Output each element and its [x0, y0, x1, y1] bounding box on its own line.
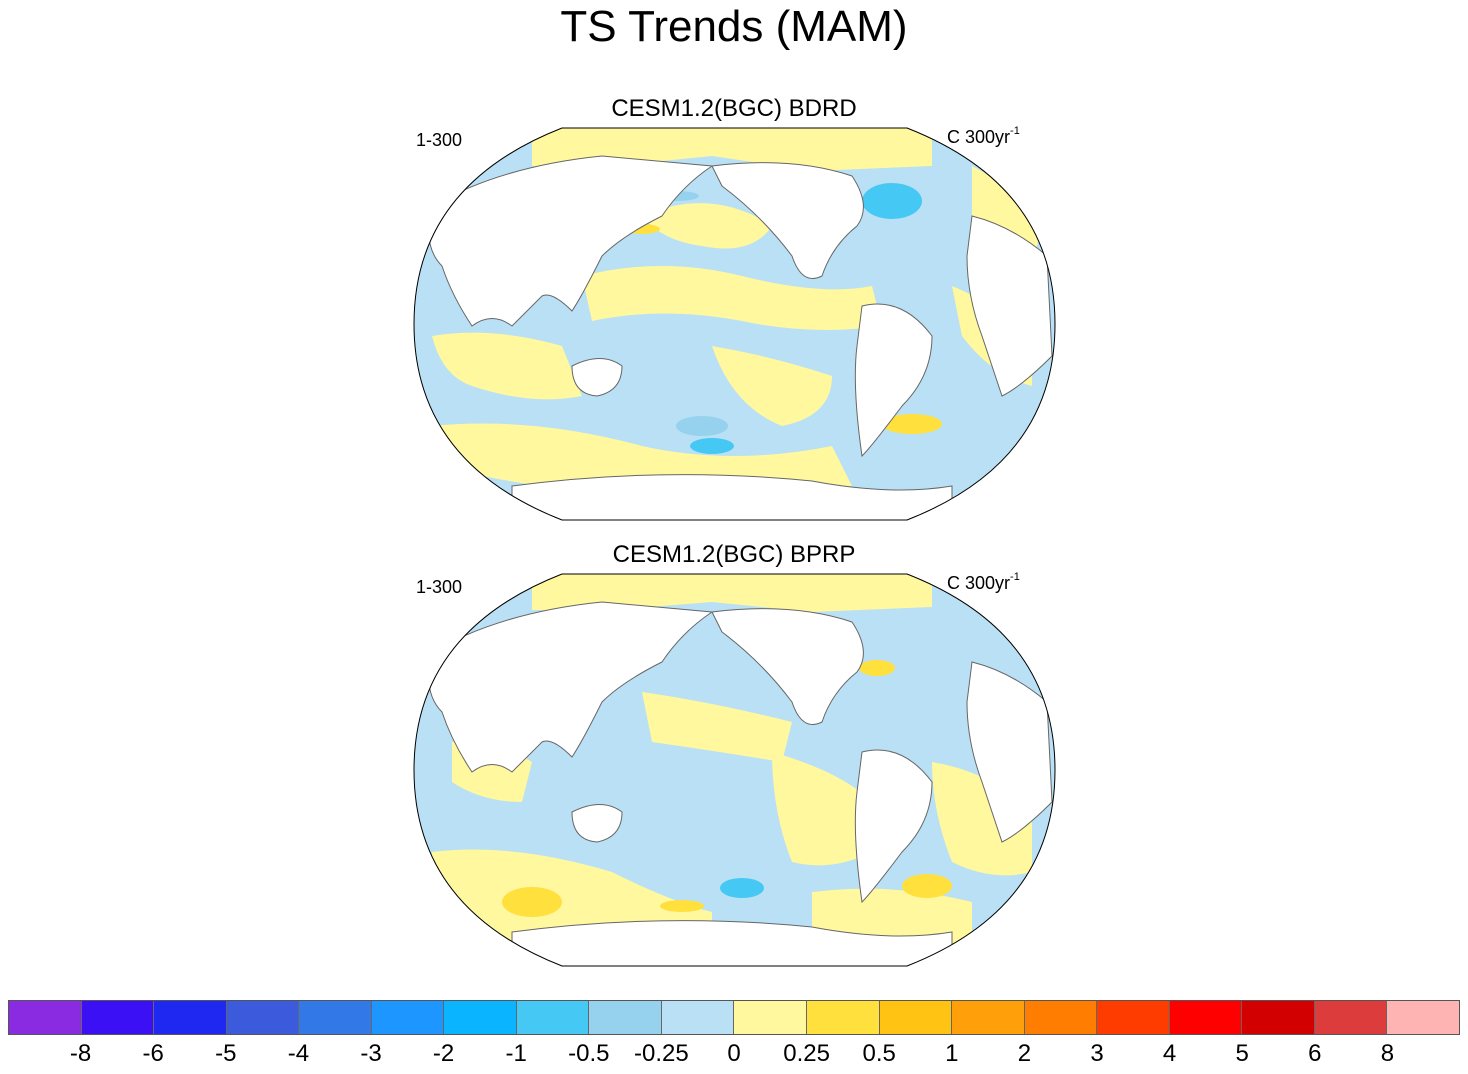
colorbar-label: -2 [432, 1040, 455, 1067]
colorbar-box [226, 1001, 300, 1034]
colorbar [8, 1000, 1460, 1035]
colorbar-box [734, 1001, 808, 1034]
panel-2-map [413, 573, 1056, 967]
colorbar-box [589, 1001, 662, 1034]
colorbar-label: -1 [505, 1040, 527, 1067]
colorbar-box [1314, 1001, 1388, 1034]
colorbar-box [444, 1001, 517, 1034]
panel-2-title: CESM1.2(BGC) BPRP [612, 541, 856, 568]
colorbar-label: -5 [215, 1040, 237, 1067]
colorbar-label: 1 [945, 1040, 959, 1067]
colorbar-label: -3 [360, 1040, 382, 1067]
colorbar-label: 2 [1017, 1040, 1032, 1067]
colorbar-label: 4 [1162, 1040, 1177, 1067]
colorbar-label: 5 [1235, 1040, 1249, 1067]
colorbar-box [1387, 1001, 1459, 1034]
colorbar-label: 0 [727, 1040, 741, 1067]
colorbar-box [154, 1001, 227, 1034]
colorbar-box [807, 1001, 880, 1034]
colorbar-box [516, 1001, 590, 1034]
figure-title: TS Trends (MAM) [560, 2, 908, 51]
colorbar-label: -0.5 [568, 1040, 610, 1067]
colorbar-box [952, 1001, 1025, 1034]
panel-1-map [413, 127, 1056, 521]
colorbar-box [661, 1001, 735, 1034]
panel-2-units: C 300yr-1 [947, 571, 1020, 593]
colorbar-box [9, 1001, 82, 1034]
colorbar-label: 8 [1380, 1040, 1395, 1067]
colorbar-box [1097, 1001, 1170, 1034]
colorbar-labels: -8 -6 -5 -4 -3 -2 -1 -0.5 -0.25 0 0.25 0.5 1 2 3 4 5 6 8 [0, 1040, 1468, 1074]
colorbar-label: -0.25 [634, 1040, 689, 1067]
panel-1-left-string: 1-300 [416, 130, 463, 150]
colorbar-box [81, 1001, 155, 1034]
colorbar-label: 6 [1308, 1040, 1322, 1067]
colorbar-label: -8 [69, 1040, 92, 1067]
colorbar-box [1169, 1001, 1243, 1034]
panel-1-title: CESM1.2(BGC) BDRD [611, 95, 857, 122]
colorbar-label: -4 [287, 1040, 310, 1067]
panel-1-units: C 300yr-1 [947, 125, 1020, 147]
panel-2-left-string: 1-300 [416, 577, 463, 597]
colorbar-label: 3 [1090, 1040, 1104, 1067]
colorbar-box [1024, 1001, 1098, 1034]
colorbar-box [299, 1001, 372, 1034]
colorbar-label: -6 [142, 1040, 164, 1067]
colorbar-box [1242, 1001, 1315, 1034]
colorbar-label: 0.5 [862, 1040, 896, 1067]
colorbar-box [879, 1001, 953, 1034]
colorbar-box [371, 1001, 445, 1034]
colorbar-label: 0.25 [783, 1040, 830, 1067]
